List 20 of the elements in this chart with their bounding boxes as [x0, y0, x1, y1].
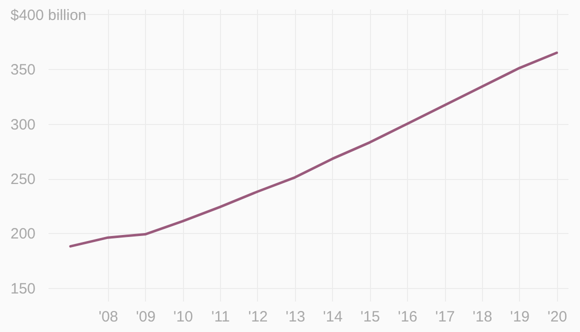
x-tick-label: '18	[472, 308, 492, 326]
y-tick-label: 150	[10, 280, 36, 298]
x-tick-label: '10	[173, 308, 193, 326]
x-tick-label: '12	[248, 308, 268, 326]
line-series	[69, 51, 558, 248]
x-tick-label: '16	[398, 308, 418, 326]
x-tick-label: '11	[211, 308, 230, 326]
y-tick-label: $400 billion	[10, 6, 86, 24]
x-tick-label: '19	[510, 308, 530, 326]
x-tick-label: '13	[286, 308, 306, 326]
x-tick-label: '14	[323, 308, 343, 326]
x-tick-label: '08	[98, 308, 118, 326]
x-tick-label: '09	[136, 308, 156, 326]
y-tick-label: 300	[10, 116, 36, 134]
y-tick-label: 200	[10, 226, 36, 243]
x-tick-label: '20	[547, 308, 568, 326]
y-tick-label: 350	[10, 62, 36, 79]
x-tick-label: '17	[435, 308, 455, 326]
x-tick-label: '15	[360, 308, 380, 326]
y-tick-label: 250	[10, 171, 36, 188]
